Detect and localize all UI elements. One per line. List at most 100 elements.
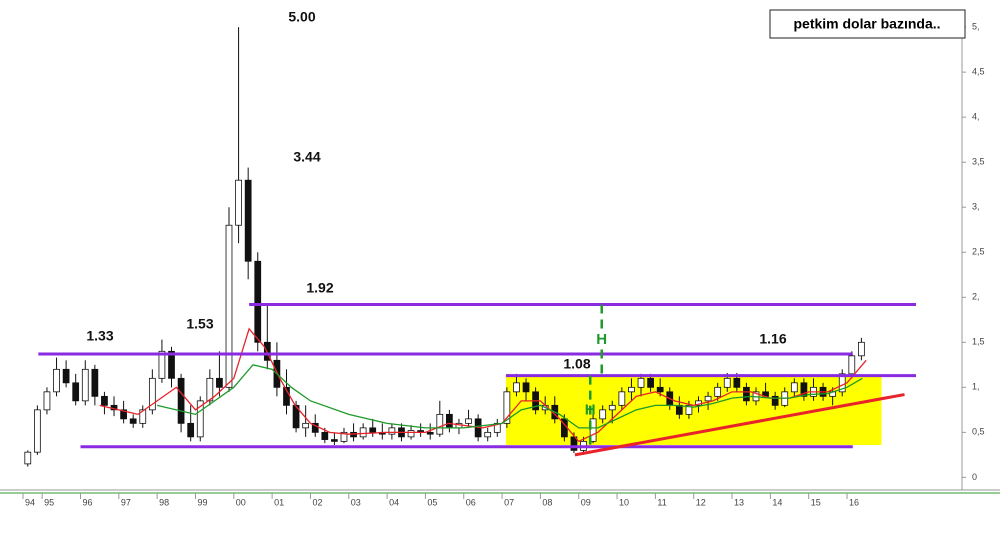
candle-body xyxy=(369,427,377,433)
candle-body xyxy=(216,377,223,388)
x-tick-label: 02 xyxy=(312,497,322,507)
candle-body xyxy=(81,368,89,402)
candle-body xyxy=(62,368,70,384)
candle-body xyxy=(484,431,492,438)
candle-body xyxy=(225,224,233,388)
x-tick-label: 00 xyxy=(236,497,246,507)
candle-body xyxy=(628,386,635,393)
annotation: 5.00 xyxy=(288,9,315,25)
candle-body xyxy=(675,404,683,415)
candle-body xyxy=(838,373,846,393)
x-tick-label: 06 xyxy=(466,497,476,507)
x-tick-label: 99 xyxy=(197,497,207,507)
candle-body xyxy=(321,431,329,440)
candle-body xyxy=(177,377,185,424)
candle-body xyxy=(599,409,607,420)
x-tick-label: 08 xyxy=(542,497,552,507)
candle-body xyxy=(465,418,472,424)
candle-body xyxy=(723,377,731,388)
annotation: 1.16 xyxy=(759,331,786,347)
candle-body xyxy=(790,382,798,393)
candle-body xyxy=(570,436,578,451)
candle-body xyxy=(340,431,348,442)
candle-body xyxy=(426,431,434,435)
x-tick-label: 03 xyxy=(351,497,361,507)
measure-label-bg xyxy=(594,331,609,350)
candle-body xyxy=(714,386,722,397)
candle-body xyxy=(148,377,156,411)
x-tick-label: 97 xyxy=(121,497,131,507)
candle-body xyxy=(101,395,108,406)
candle-body xyxy=(120,409,127,420)
candle-body xyxy=(800,382,808,397)
candle-body xyxy=(43,391,51,411)
candle-body xyxy=(618,391,626,406)
y-tick-label: 3,5 xyxy=(972,157,985,167)
candle-body xyxy=(388,427,396,435)
chart-title: petkim dolar bazında.. xyxy=(793,16,940,32)
x-tick-label: 11 xyxy=(657,497,666,507)
annotation: 1.33 xyxy=(86,328,113,344)
candle-body xyxy=(244,179,252,262)
candle-body xyxy=(743,386,750,402)
candle-body xyxy=(129,418,137,424)
candle-body xyxy=(72,382,80,402)
candle-body xyxy=(187,422,195,438)
x-tick-label: 98 xyxy=(159,497,169,507)
candle-body xyxy=(292,404,300,429)
candle-body xyxy=(637,377,645,388)
candle-body xyxy=(407,430,415,438)
candle-body xyxy=(196,400,204,438)
y-tick-label: 0,5 xyxy=(972,427,985,437)
candle-body xyxy=(158,350,166,379)
y-tick-label: 2,5 xyxy=(972,247,985,257)
x-tick-label: 96 xyxy=(82,497,92,507)
candle-body xyxy=(33,409,41,453)
x-tick-label: 04 xyxy=(389,497,399,507)
x-tick-label: 10 xyxy=(619,497,629,507)
y-tick-label: 3, xyxy=(972,202,980,212)
candle-body xyxy=(733,377,741,388)
candle-body xyxy=(685,404,693,415)
candle-body xyxy=(771,395,779,406)
candle-body xyxy=(24,451,32,465)
candle-body xyxy=(503,391,511,424)
candle-body xyxy=(589,418,597,442)
candle-body xyxy=(359,427,367,438)
y-tick-label: 0 xyxy=(972,472,977,482)
title-box xyxy=(769,9,966,39)
candle-body xyxy=(302,422,310,429)
candle-body xyxy=(522,382,530,393)
candle-body xyxy=(91,368,99,397)
candle-body xyxy=(608,404,616,411)
x-tick-label: 15 xyxy=(811,497,821,507)
trend-line xyxy=(574,393,905,457)
candle-body xyxy=(436,413,444,435)
candle-body xyxy=(254,260,262,343)
annotation: 3.44 xyxy=(293,149,320,165)
annotation: 1.08 xyxy=(563,356,590,372)
moving-average xyxy=(156,364,863,429)
candle-body xyxy=(858,341,865,357)
x-tick-label: 12 xyxy=(696,497,706,507)
y-tick-label: 1,5 xyxy=(972,337,985,347)
candle-body xyxy=(235,179,242,226)
y-tick-label: 5, xyxy=(972,21,980,31)
x-tick-label: 09 xyxy=(581,497,591,507)
candle-body xyxy=(168,350,175,379)
y-tick-label: 1, xyxy=(972,382,980,392)
x-tick-label: 14 xyxy=(772,497,782,507)
annotation: 1.53 xyxy=(186,316,213,332)
measure-label: H xyxy=(585,401,596,418)
measure-label: H xyxy=(596,331,607,348)
candle-body xyxy=(206,377,214,402)
x-tick-label: 05 xyxy=(427,497,437,507)
candle-body xyxy=(647,377,654,388)
y-tick-label: 4, xyxy=(972,112,980,122)
annotation: 1.92 xyxy=(306,280,333,296)
x-tick-label: 94 xyxy=(25,497,35,507)
x-tick-label: 07 xyxy=(504,497,514,507)
x-tick-label: 16 xyxy=(849,497,859,507)
